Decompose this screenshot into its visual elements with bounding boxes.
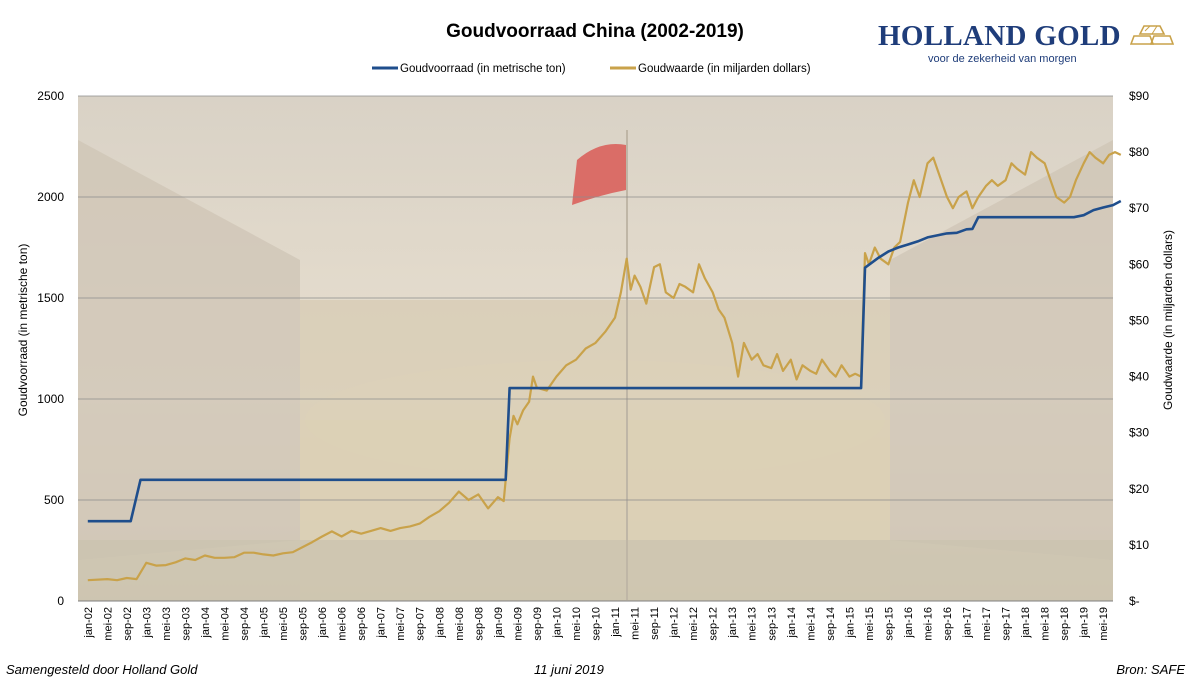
- x-tick-label: mei-08: [454, 607, 466, 641]
- x-tick-label: mei-19: [1098, 607, 1110, 641]
- footer-source: Bron: SAFE: [1116, 662, 1185, 677]
- y-tick-label-right: $70: [1129, 201, 1149, 215]
- x-tick-label: mei-14: [805, 607, 817, 641]
- x-tick-label: mei-15: [864, 607, 876, 641]
- x-tick-label: jan-16: [903, 607, 915, 639]
- y-axis-right-ticks: $- $10 $20 $30 $40 $50 $60 $70 $80 $90: [1129, 89, 1149, 608]
- x-tick-label: jan-13: [727, 607, 739, 639]
- x-tick-label: jan-09: [493, 607, 505, 639]
- x-tick-label: jan-08: [434, 607, 446, 639]
- x-tick-label: jan-07: [376, 607, 388, 639]
- x-tick-label: jan-06: [317, 607, 329, 639]
- series-line-goudvoorraad: [87, 199, 1122, 523]
- x-tick-label: jan-04: [200, 607, 212, 639]
- x-tick-label: mei-07: [395, 607, 407, 641]
- gridlines: [78, 95, 1113, 501]
- x-tick-label: sep-16: [942, 607, 954, 641]
- footer-date: 11 juni 2019: [534, 662, 604, 677]
- chart-title: Goudvoorraad China (2002-2019): [446, 21, 744, 42]
- x-tick-label: jan-18: [1020, 607, 1032, 639]
- y-axis-title-left: Goudvoorraad (in metrische ton): [16, 244, 30, 417]
- x-tick-label: sep-03: [180, 607, 192, 641]
- legend-label-goudwaarde: Goudwaarde (in miljarden dollars): [638, 63, 811, 75]
- y-tick-label-left: 1500: [37, 291, 64, 305]
- y-tick-label-left: 2500: [37, 89, 64, 103]
- x-tick-label: jan-15: [844, 607, 856, 639]
- x-tick-label: sep-04: [239, 607, 251, 641]
- y-tick-label-left: 1000: [37, 392, 64, 406]
- x-tick-label: jan-17: [962, 607, 974, 639]
- footer-credit: Samengesteld door Holland Gold: [6, 662, 198, 677]
- x-tick-label: sep-02: [122, 607, 134, 641]
- y-axis-left-ticks: 0 500 1000 1500 2000 2500: [37, 89, 64, 608]
- legend-label-goudvoorraad: Goudvoorraad (in metrische ton): [400, 63, 566, 75]
- x-tick-label: jan-12: [669, 607, 681, 639]
- y-tick-label-left: 500: [44, 493, 64, 507]
- x-tick-label: jan-03: [141, 607, 153, 639]
- series-lines: [87, 151, 1122, 582]
- x-tick-label: sep-06: [356, 607, 368, 641]
- y-tick-label-right: $80: [1129, 145, 1149, 159]
- plot-background: [78, 96, 1113, 601]
- x-tick-label: jan-14: [786, 607, 798, 639]
- x-tick-label: mei-04: [219, 607, 231, 641]
- legend: Goudvoorraad (in metrische ton) Goudwaar…: [372, 63, 811, 75]
- logo-tagline: voor de zekerheid van morgen: [928, 53, 1077, 65]
- x-tick-label: mei-11: [630, 607, 642, 640]
- x-tick-label: sep-10: [591, 607, 603, 641]
- x-tick-label: mei-06: [337, 607, 349, 641]
- y-tick-label-left: 0: [57, 594, 64, 608]
- y-tick-label-left: 2000: [37, 190, 64, 204]
- x-tick-label: sep-18: [1059, 607, 1071, 641]
- x-tick-label: sep-07: [415, 607, 427, 641]
- y-tick-label-right: $-: [1129, 594, 1140, 608]
- holland-gold-logo: HOLLAND GOLD voor de zekerheid van morge…: [878, 20, 1178, 70]
- y-tick-label-right: $10: [1129, 538, 1149, 552]
- x-tick-label: jan-19: [1079, 607, 1091, 639]
- x-tick-label: sep-05: [298, 607, 310, 641]
- y-tick-label-right: $30: [1129, 426, 1149, 440]
- gold-bars-icon: [1130, 25, 1174, 45]
- x-tick-label: jan-02: [83, 607, 95, 639]
- x-axis-ticks: jan-02 mei-02 sep-02 jan-03 mei-03 sep-03 jan-…: [83, 607, 1110, 641]
- x-tick-label: sep-11: [649, 607, 661, 640]
- y-tick-label-right: $40: [1129, 370, 1149, 384]
- footer: Samengesteld door Holland Gold 11 juni 2…: [0, 661, 1191, 681]
- x-tick-label: jan-05: [259, 607, 271, 639]
- logo-text: HOLLAND GOLD: [878, 20, 1121, 52]
- x-tick-label: mei-02: [102, 607, 114, 641]
- x-tick-label: sep-15: [883, 607, 895, 641]
- x-tick-label: sep-17: [1001, 607, 1013, 641]
- x-tick-label: jan-10: [551, 607, 563, 639]
- x-tick-label: mei-13: [747, 607, 759, 641]
- x-tick-label: mei-03: [161, 607, 173, 641]
- series-line-goudwaarde: [87, 151, 1122, 582]
- x-tick-label: sep-14: [825, 607, 837, 641]
- x-tick-label: mei-16: [922, 607, 934, 641]
- x-tick-label: mei-05: [278, 607, 290, 641]
- x-tick-label: sep-08: [473, 607, 485, 641]
- y-tick-label-right: $20: [1129, 482, 1149, 496]
- x-tick-label: sep-09: [532, 607, 544, 641]
- x-tick-label: sep-13: [766, 607, 778, 641]
- x-tick-label: mei-17: [981, 607, 993, 641]
- x-tick-label: mei-12: [688, 607, 700, 641]
- y-tick-label-right: $90: [1129, 89, 1149, 103]
- x-tick-label: mei-10: [571, 607, 583, 641]
- y-tick-label-right: $60: [1129, 257, 1149, 271]
- x-tick-label: jan-11: [610, 607, 622, 638]
- y-axis-title-right: Goudwaarde (in miljarden dollars): [1161, 230, 1175, 410]
- x-tick-label: sep-12: [708, 607, 720, 641]
- x-tick-label: mei-18: [1040, 607, 1052, 641]
- x-tick-label: mei-09: [512, 607, 524, 641]
- y-tick-label-right: $50: [1129, 313, 1149, 327]
